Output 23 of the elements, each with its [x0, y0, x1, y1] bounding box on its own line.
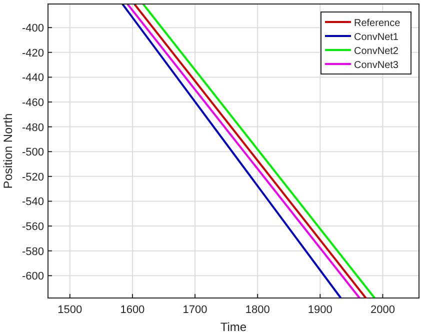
x-tick-label: 1700 — [182, 304, 208, 316]
y-tick-label: -540 — [22, 196, 44, 208]
y-tick-label: -480 — [22, 122, 44, 134]
y-tick-label: -580 — [22, 246, 44, 258]
y-tick-label: -420 — [22, 47, 44, 60]
legend-label: ConvNet1 — [354, 32, 399, 43]
y-tick-label: -520 — [22, 171, 44, 184]
y-tick-label: -560 — [22, 221, 44, 234]
x-tick-label: 1900 — [308, 304, 332, 316]
x-tick-label: 1600 — [120, 304, 145, 316]
y-tick-label: -600 — [22, 270, 44, 283]
legend-label: ConvNet3 — [354, 60, 399, 71]
y-tick-label: -460 — [22, 97, 44, 109]
legend-label: ConvNet2 — [354, 46, 399, 57]
y-tick-label: -440 — [22, 72, 44, 84]
x-tick-label: 2000 — [370, 304, 395, 316]
x-tick-label: 1800 — [245, 304, 270, 316]
x-tick-label: 1500 — [58, 304, 82, 316]
x-axis-title: Time — [220, 320, 247, 334]
y-tick-label: -500 — [22, 146, 44, 159]
y-axis-title: Position North — [1, 113, 15, 189]
y-tick-label: -400 — [22, 22, 44, 35]
legend-label: Reference — [354, 18, 401, 29]
